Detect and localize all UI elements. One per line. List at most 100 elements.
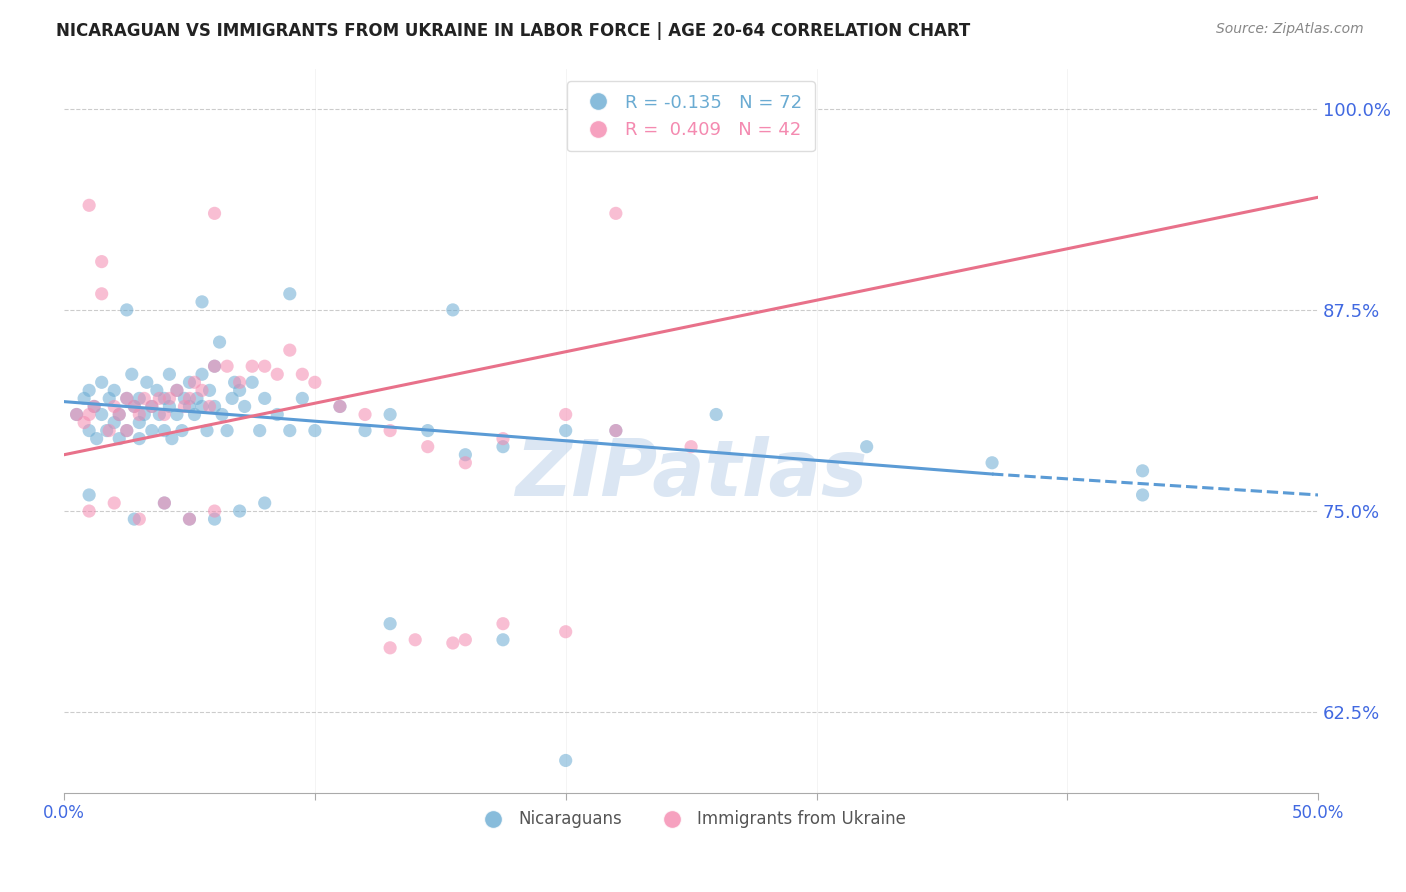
Point <box>134 408 156 422</box>
Point <box>141 400 163 414</box>
Point <box>198 384 221 398</box>
Point <box>441 636 464 650</box>
Point <box>266 368 288 382</box>
Point <box>554 408 576 422</box>
Point <box>98 392 121 406</box>
Point <box>115 424 138 438</box>
Point <box>115 302 138 317</box>
Point <box>90 408 112 422</box>
Point <box>704 408 727 422</box>
Point <box>124 400 146 414</box>
Point <box>240 359 263 374</box>
Point <box>179 512 201 526</box>
Point <box>103 400 125 414</box>
Point <box>121 368 143 382</box>
Point <box>183 408 205 422</box>
Point <box>77 408 100 422</box>
Point <box>304 424 326 438</box>
Point <box>554 624 576 639</box>
Point <box>253 496 276 510</box>
Point <box>179 392 201 406</box>
Point <box>134 392 156 406</box>
Point <box>492 440 515 454</box>
Point <box>278 286 301 301</box>
Point <box>90 254 112 268</box>
Point <box>253 392 276 406</box>
Point <box>378 424 401 438</box>
Point <box>217 424 239 438</box>
Point <box>148 392 170 406</box>
Point <box>170 424 193 438</box>
Point <box>73 416 96 430</box>
Point <box>291 392 314 406</box>
Point <box>128 416 150 430</box>
Point <box>249 424 271 438</box>
Point <box>160 432 183 446</box>
Point <box>217 359 239 374</box>
Point <box>204 400 226 414</box>
Point <box>378 616 401 631</box>
Point <box>204 359 226 374</box>
Point <box>208 334 231 349</box>
Point <box>191 368 214 382</box>
Point <box>681 440 703 454</box>
Point <box>86 432 108 446</box>
Point <box>354 408 377 422</box>
Point <box>981 456 1004 470</box>
Point <box>115 392 138 406</box>
Point <box>1132 488 1154 502</box>
Legend: Nicaraguans, Immigrants from Ukraine: Nicaraguans, Immigrants from Ukraine <box>470 804 912 835</box>
Point <box>108 408 131 422</box>
Point <box>605 206 627 220</box>
Point <box>141 400 163 414</box>
Point <box>179 512 201 526</box>
Point <box>103 384 125 398</box>
Point <box>1132 464 1154 478</box>
Point <box>404 632 426 647</box>
Point <box>354 424 377 438</box>
Point <box>173 392 195 406</box>
Point <box>124 512 146 526</box>
Point <box>221 392 243 406</box>
Point <box>416 424 439 438</box>
Point <box>77 504 100 518</box>
Point <box>855 440 877 454</box>
Point <box>191 294 214 309</box>
Point <box>198 400 221 414</box>
Point <box>77 488 100 502</box>
Point <box>146 384 169 398</box>
Point <box>266 408 288 422</box>
Point <box>135 376 157 390</box>
Point <box>204 512 226 526</box>
Point <box>278 424 301 438</box>
Point <box>278 343 301 358</box>
Point <box>228 504 250 518</box>
Point <box>173 400 195 414</box>
Point <box>103 416 125 430</box>
Point <box>153 496 176 510</box>
Text: NICARAGUAN VS IMMIGRANTS FROM UKRAINE IN LABOR FORCE | AGE 20-64 CORRELATION CHA: NICARAGUAN VS IMMIGRANTS FROM UKRAINE IN… <box>56 22 970 40</box>
Point <box>83 400 105 414</box>
Point <box>240 376 263 390</box>
Point <box>115 424 138 438</box>
Point <box>454 456 477 470</box>
Point <box>65 408 87 422</box>
Point <box>77 384 100 398</box>
Point <box>492 616 515 631</box>
Point <box>157 392 180 406</box>
Point <box>228 376 250 390</box>
Text: ZIPatlas: ZIPatlas <box>515 436 868 512</box>
Point <box>378 408 401 422</box>
Point <box>128 392 150 406</box>
Point <box>141 424 163 438</box>
Point <box>253 359 276 374</box>
Point <box>166 384 188 398</box>
Point <box>605 424 627 438</box>
Point <box>204 206 226 220</box>
Point <box>179 400 201 414</box>
Point <box>90 286 112 301</box>
Point <box>157 400 180 414</box>
Point <box>115 392 138 406</box>
Point <box>98 424 121 438</box>
Point <box>179 376 201 390</box>
